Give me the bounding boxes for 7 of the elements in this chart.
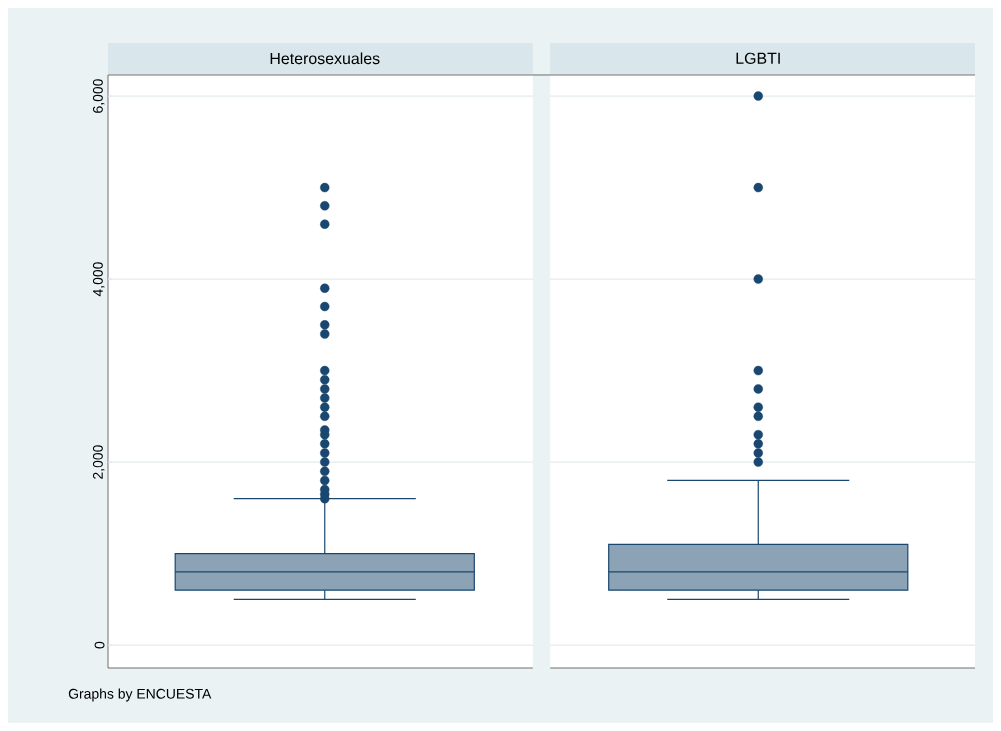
x-tick-label: Heterosexuales	[270, 52, 380, 65]
y-tick-label: 2,000	[92, 445, 105, 479]
y-tick-label: 4,000	[92, 262, 105, 297]
y-tick-label: 6,000	[92, 79, 105, 113]
text: Graphs by ENCUESTA	[68, 688, 212, 702]
y-tick-label: 0	[94, 641, 105, 649]
x-tick-label: LGBTI	[736, 52, 780, 64]
